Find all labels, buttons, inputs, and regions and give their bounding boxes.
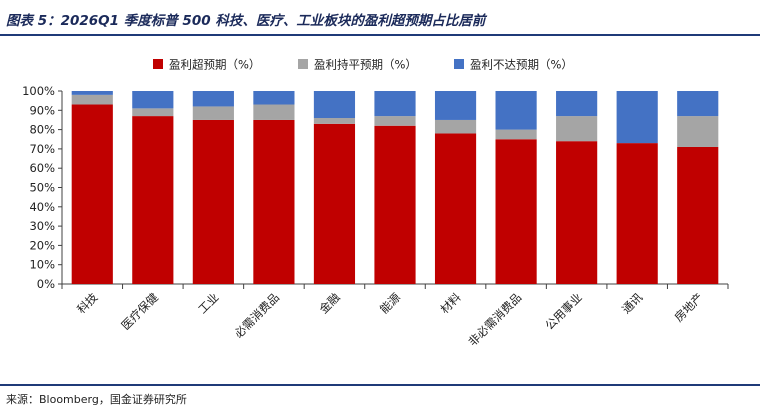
bar-segment-3 [677,91,719,117]
bar-segment-2 [434,119,477,134]
bar-segment-2 [677,116,719,147]
legend-swatch-3 [454,59,464,69]
bar-segment-2 [192,106,234,120]
y-tick-label: 10% [29,258,55,272]
bar-segment-1 [71,104,113,284]
bar-segment-1 [616,143,658,284]
bar-segment-1 [192,119,234,284]
bar-segment-2 [374,116,416,126]
x-category-label: 材料 [438,290,465,317]
bar-segment-2 [253,104,295,120]
x-category-label: 医疗保健 [119,290,162,333]
bar-segment-3 [192,91,234,107]
x-category-label: 房地产 [672,290,706,324]
x-category-label: 金融 [316,290,343,317]
bar-segment-3 [253,91,295,105]
bar-segment-3 [71,91,113,95]
bar-segment-2 [556,116,598,142]
bar-segment-3 [374,91,416,117]
bar-segment-3 [495,91,537,130]
source-note: 来源：Bloomberg，国金证券研究所 [6,393,187,406]
y-tick-label: 30% [29,219,55,233]
y-tick-label: 0% [37,277,55,291]
y-tick-label: 90% [29,103,55,117]
x-category-label: 公用事业 [542,290,584,332]
bar-segment-3 [434,91,477,120]
bar-segment-3 [556,91,598,117]
y-tick-label: 50% [29,181,55,195]
y-tick-label: 80% [29,123,55,137]
bar-segment-3 [313,91,356,119]
bar-segment-1 [556,141,598,284]
x-category-label: 能源 [377,290,404,317]
legend-label-1: 盈利超预期（%） [169,58,260,72]
bar-segment-3 [132,91,174,109]
bar-segment-1 [495,139,537,284]
y-tick-label: 40% [29,200,55,214]
legend-label-2: 盈利持平预期（%） [314,58,417,72]
y-tick-label: 60% [29,161,55,175]
legend-swatch-1 [153,59,163,69]
bar-segment-1 [253,119,295,284]
bar-segment-1 [313,123,356,284]
top-rule [0,34,760,36]
bottom-rule [0,384,760,386]
x-category-label: 通讯 [619,290,646,317]
bar-segment-1 [132,116,174,284]
legend-swatch-2 [298,59,308,69]
y-tick-label: 20% [29,238,55,252]
legend-label-3: 盈利不达预期（%） [470,58,573,72]
chart-title: 图表 5：2026Q1 季度标普 500 科技、医疗、工业板块的盈利超预期占比居… [6,13,486,29]
bar-segment-2 [132,108,174,117]
y-tick-label: 70% [29,142,55,156]
bar-segment-3 [616,91,658,144]
bar-segment-2 [71,94,113,105]
x-category-label: 必需消费品 [231,290,282,341]
bar-segment-1 [434,133,477,284]
y-tick-label: 100% [22,84,55,98]
stacked-bar-chart: 盈利超预期（%） 盈利持平预期（%） 盈利不达预期（%） 0% 10% 20% 30% 40%… [22,58,729,349]
x-category-label: 非必需消费品 [466,290,525,349]
x-category-label: 科技 [74,290,101,317]
bar-segment-1 [677,146,719,284]
bar-segment-2 [313,118,356,124]
x-category-label: 工业 [195,290,221,316]
bar-segment-2 [495,129,537,140]
bar-segment-1 [374,125,416,285]
